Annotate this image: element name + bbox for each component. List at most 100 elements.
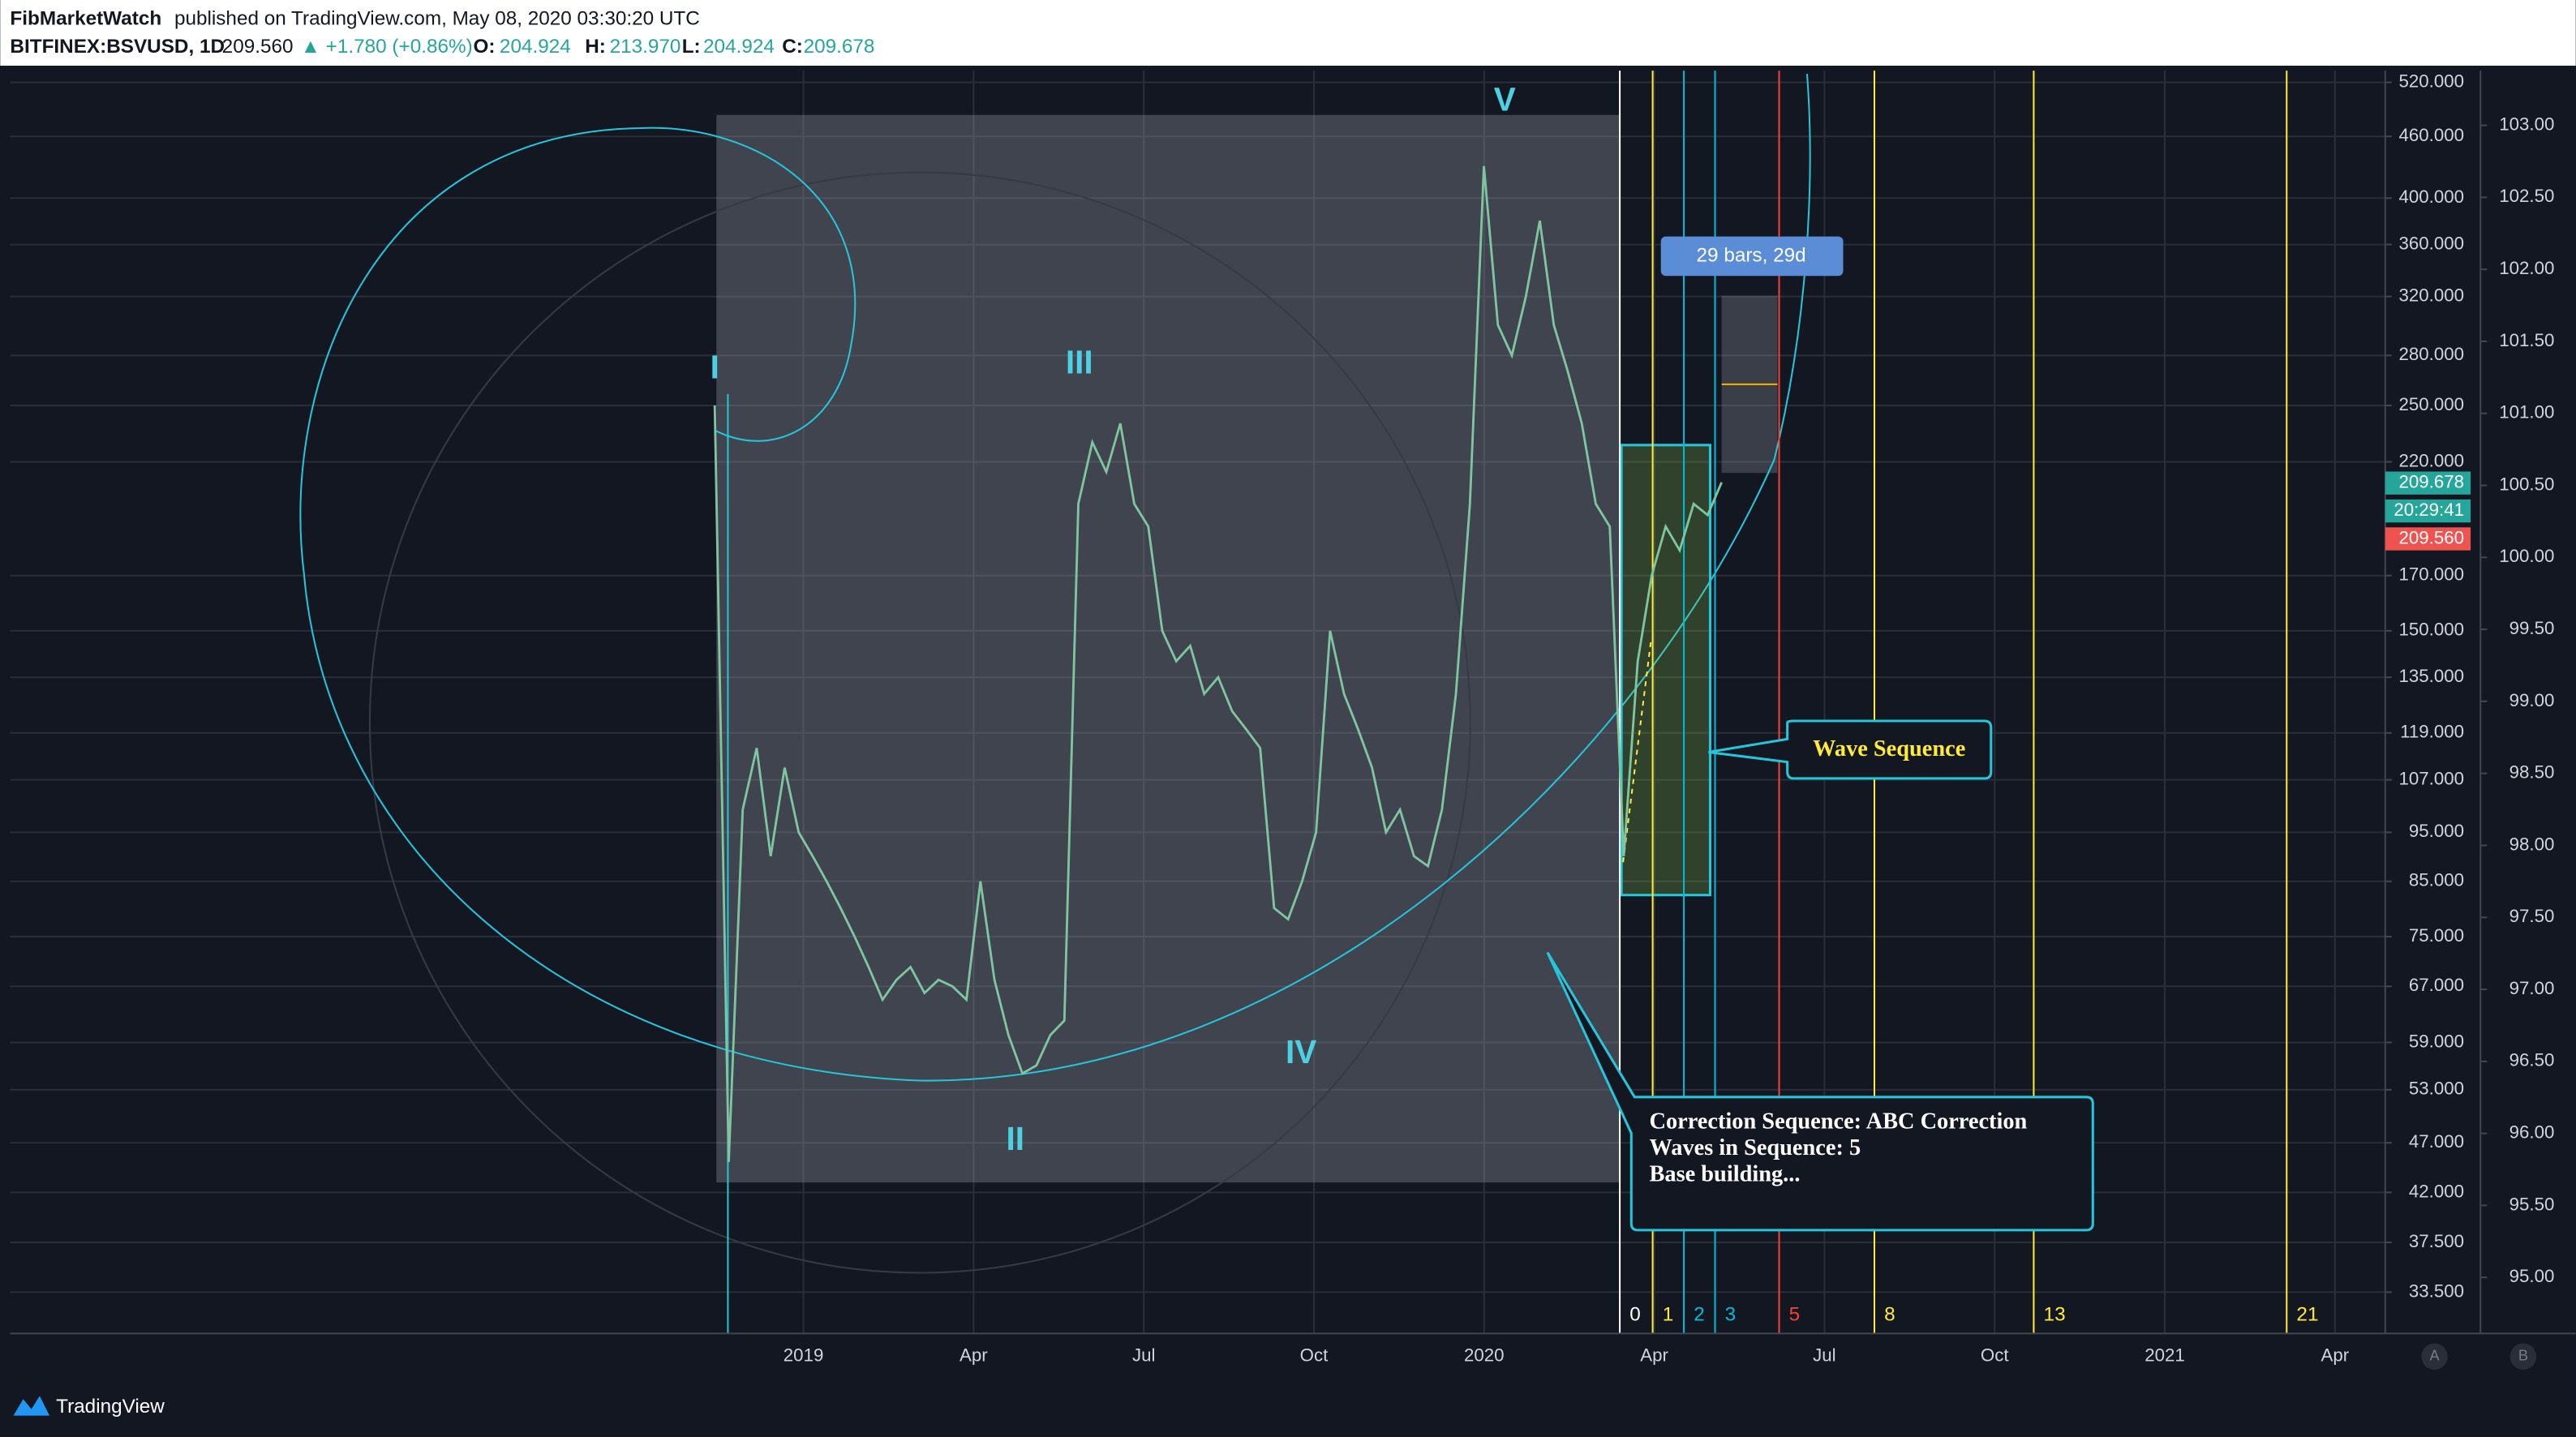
author: FibMarketWatch	[10, 8, 161, 30]
auto-button-label[interactable]: A	[2429, 1348, 2440, 1364]
wave-sequence: Wave Sequence	[1813, 736, 1965, 761]
correction-line: Base building...	[1650, 1162, 1801, 1187]
x-tick-label: Jul	[1813, 1345, 1835, 1366]
fib-spiral	[299, 74, 1811, 1082]
y-tick-label: 47.000	[2409, 1131, 2464, 1152]
y2-tick-label: 98.50	[2509, 762, 2555, 783]
y-tick-label: 119.000	[2400, 722, 2464, 742]
o-label: O:	[474, 36, 496, 58]
change: ▲ +1.780 (+0.86%)	[301, 36, 473, 58]
fib-time-label: 5	[1789, 1304, 1801, 1326]
published: published on TradingView.com, May 08, 20…	[174, 8, 700, 30]
fib-time-label: 0	[1629, 1304, 1641, 1326]
x-tick-label: Apr	[1640, 1345, 1668, 1366]
price: 209.560	[222, 36, 294, 58]
y-tick-label: 37.500	[2409, 1231, 2464, 1251]
y2-tick-label: 95.00	[2509, 1266, 2555, 1286]
y2-tick-label: 102.00	[2499, 258, 2554, 278]
x-tick-label: Jul	[1132, 1345, 1155, 1366]
x-tick-label: Apr	[2321, 1345, 2349, 1366]
price-badge	[2385, 527, 2471, 551]
header-bar	[0, 0, 2576, 66]
y2-tick-label: 96.00	[2509, 1122, 2555, 1142]
y2-tick-label: 101.00	[2499, 402, 2554, 423]
y-tick-label: 150.000	[2399, 620, 2464, 640]
y2-tick-label: 98.00	[2509, 834, 2555, 854]
symbol: BITFINEX:BSVUSD, 1D	[10, 36, 225, 58]
footer-brand: TradingView	[56, 1396, 165, 1418]
y-tick-label: 67.000	[2409, 975, 2464, 995]
x-tick-label: 2020	[1464, 1345, 1505, 1366]
wave-label: II	[1007, 1120, 1025, 1157]
fib-circle	[368, 171, 1471, 1274]
x-tick-label: 2019	[784, 1345, 824, 1366]
close: 209.678	[804, 36, 875, 58]
y-tick-label: 460.000	[2399, 125, 2464, 145]
sequence-box	[1620, 444, 1711, 897]
wave-label: III	[1066, 343, 1093, 380]
y-tick-label: 400.000	[2399, 187, 2464, 207]
x-tick-label: Oct	[1981, 1345, 2009, 1366]
c-label: C:	[782, 36, 803, 58]
h-label: H:	[585, 36, 606, 58]
correction-line: Correction Sequence: ABC Correction	[1650, 1109, 2028, 1135]
y-tick-label: 250.000	[2399, 394, 2464, 414]
fib-time-label: 3	[1725, 1304, 1737, 1326]
wave-sequence-callout	[1708, 719, 1993, 780]
y-tick-label: 170.000	[2399, 564, 2464, 585]
y-tick-label: 42.000	[2409, 1181, 2464, 1201]
y2-tick-label: 97.50	[2509, 906, 2555, 926]
x-tick-label: 2021	[2145, 1345, 2185, 1366]
y-tick-label: 53.000	[2409, 1079, 2464, 1099]
fib-time-label: 2	[1694, 1304, 1705, 1326]
countdown: 20:29:41	[2394, 500, 2464, 520]
y-tick-label: 107.000	[2399, 769, 2464, 789]
dashed-trend	[1622, 640, 1652, 863]
y2-tick-label: 100.00	[2499, 546, 2554, 566]
fib-time-label: 13	[2044, 1304, 2066, 1326]
y-tick-label: 220.000	[2399, 450, 2464, 470]
wave-label: IV	[1286, 1033, 1316, 1070]
y-tick-label: 59.000	[2409, 1031, 2464, 1051]
y2-tick-label: 95.50	[2509, 1194, 2555, 1214]
fib-time-label: 1	[1663, 1304, 1674, 1326]
price-line	[713, 165, 1723, 1162]
logo	[13, 1396, 50, 1416]
fib-time-label: 21	[2296, 1304, 2318, 1326]
y2-tick-label: 102.50	[2499, 186, 2554, 206]
fib-time-label: 8	[1884, 1304, 1896, 1326]
y-tick-label: 520.000	[2399, 71, 2464, 91]
bars-badge	[1660, 236, 1844, 277]
price-badge-label: 209.678	[2399, 472, 2464, 492]
y2-tick-label: 96.50	[2509, 1050, 2555, 1070]
low: 204.924	[703, 36, 775, 58]
y-tick-label: 360.000	[2399, 233, 2464, 253]
open: 204.924	[500, 36, 571, 58]
price-badge-label: 209.560	[2399, 527, 2464, 547]
x-tick-label: Oct	[1300, 1345, 1329, 1366]
y-tick-label: 75.000	[2409, 925, 2464, 946]
price-badge	[2385, 471, 2471, 495]
correction-callout	[1546, 951, 2094, 1232]
b-button-label[interactable]: B	[2518, 1348, 2528, 1364]
y-tick-label: 280.000	[2399, 344, 2464, 364]
y-tick-label: 33.500	[2409, 1280, 2464, 1301]
y2-tick-label: 99.50	[2509, 618, 2555, 638]
y2-tick-label: 99.00	[2509, 690, 2555, 710]
high: 213.970	[610, 36, 681, 58]
y2-tick-label: 101.50	[2499, 330, 2554, 350]
x-tick-label: Apr	[960, 1345, 988, 1366]
wave-label: V	[1494, 80, 1516, 118]
y-tick-label: 320.000	[2399, 285, 2464, 306]
correction-line: Waves in Sequence: 5	[1650, 1135, 1861, 1160]
y2-tick-label: 97.00	[2509, 978, 2555, 998]
y2-tick-label: 100.50	[2499, 474, 2554, 494]
y-tick-label: 95.000	[2409, 821, 2464, 841]
l-label: L:	[682, 36, 701, 58]
bars-label: 29 bars, 29d	[1697, 244, 1806, 266]
b-button[interactable]	[2509, 1343, 2537, 1370]
auto-button[interactable]	[2421, 1343, 2448, 1370]
wave-label: I	[711, 348, 719, 385]
